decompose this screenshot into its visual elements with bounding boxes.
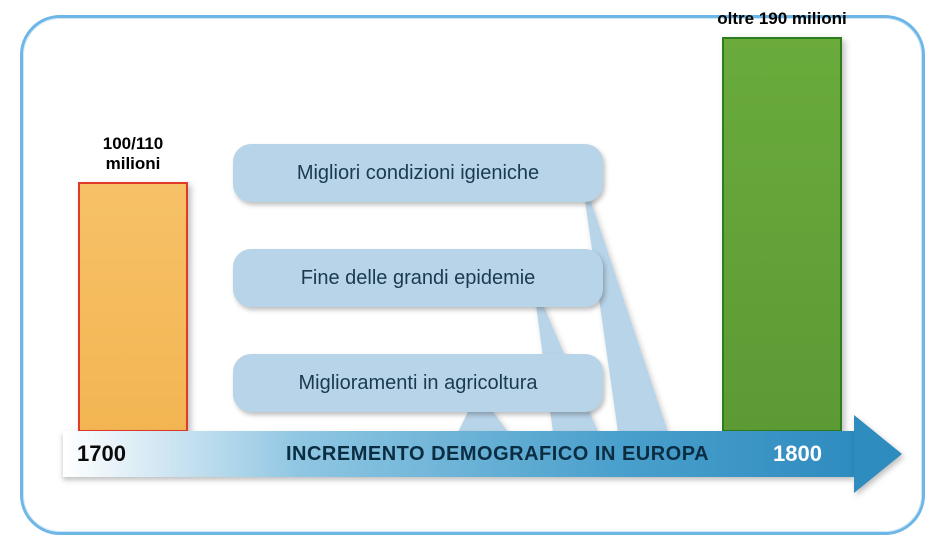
timeline-arrow: 1700 INCREMENTO DEMOGRAFICO IN EUROPA 18… bbox=[63, 431, 902, 477]
bar-1800-fill bbox=[722, 37, 842, 432]
bubble-epidemics-text: Fine delle grandi epidemie bbox=[301, 267, 536, 290]
bar-1700-label: 100/110milioni bbox=[56, 134, 210, 173]
infographic-frame: 100/110milioni oltre 190 milioni Miglior… bbox=[20, 15, 925, 535]
bar-1800-label: oltre 190 milioni bbox=[698, 9, 866, 29]
bar-1700: 100/110milioni bbox=[78, 182, 188, 432]
bubble-agriculture: Miglioramenti in agricoltura bbox=[233, 354, 603, 412]
bubble-hygiene-text: Migliori condizioni igieniche bbox=[297, 162, 539, 185]
bubble-agriculture-text: Miglioramenti in agricoltura bbox=[299, 372, 538, 395]
bar-1800: oltre 190 milioni bbox=[722, 37, 842, 432]
chart-area: 100/110milioni oltre 190 milioni Miglior… bbox=[23, 18, 922, 532]
bubble-hygiene: Migliori condizioni igieniche bbox=[233, 144, 603, 202]
year-end: 1800 bbox=[773, 431, 822, 477]
bubble-epidemics: Fine delle grandi epidemie bbox=[233, 249, 603, 307]
bar-1700-fill bbox=[78, 182, 188, 432]
